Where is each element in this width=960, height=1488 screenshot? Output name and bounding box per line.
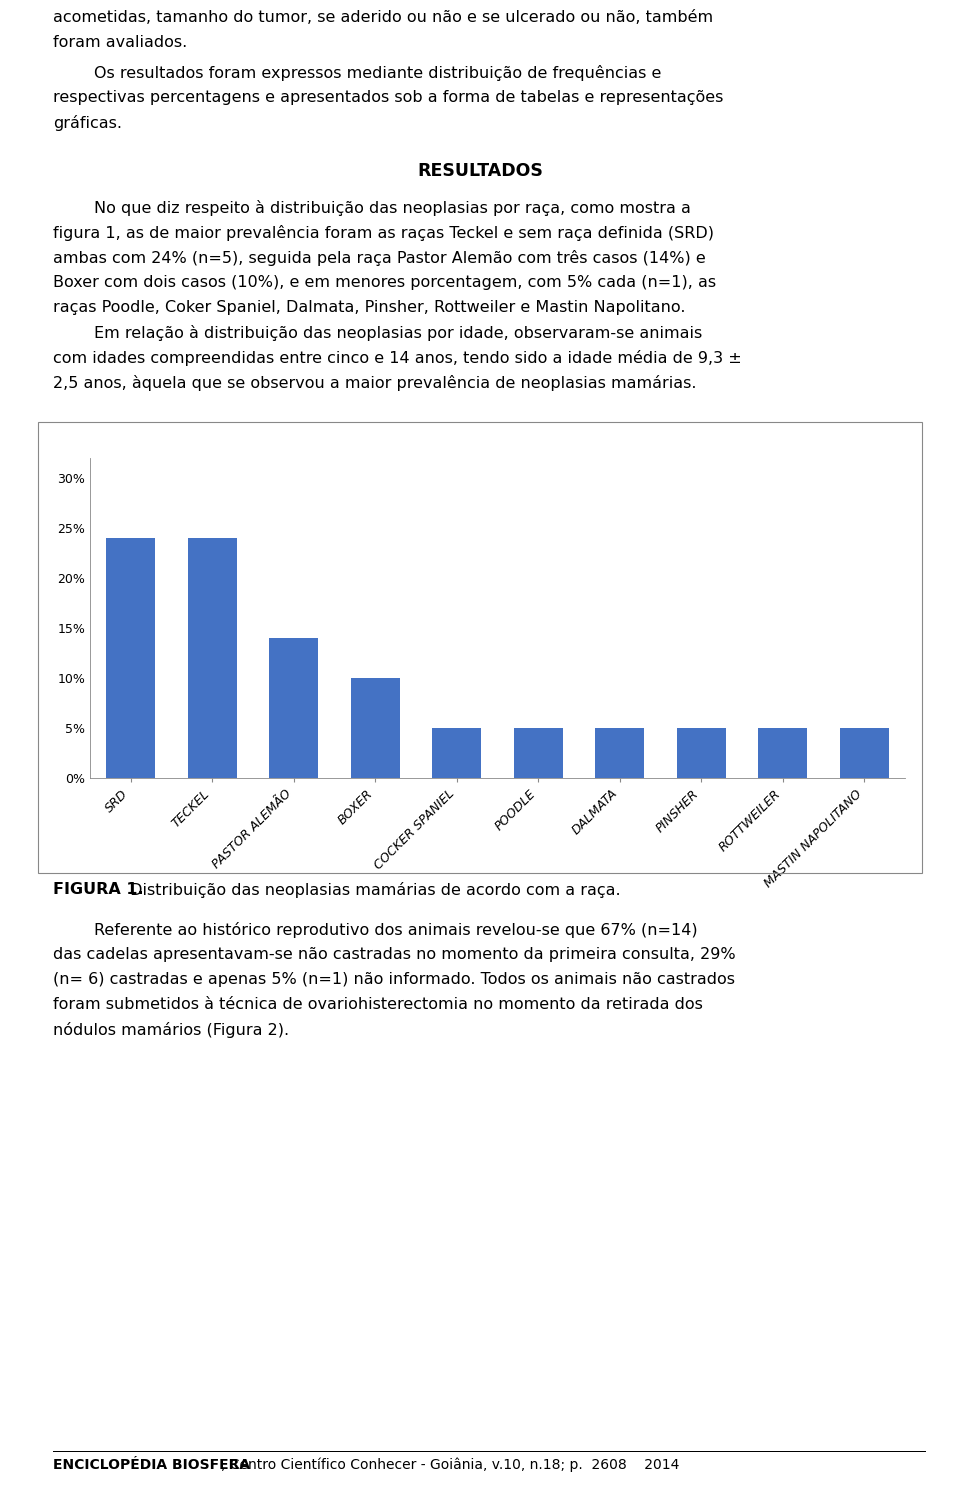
Bar: [677, 728, 726, 778]
Bar: [432, 728, 481, 778]
Text: com idades compreendidas entre cinco e 14 anos, tendo sido a idade média de 9,3 : com idades compreendidas entre cinco e 1…: [53, 350, 741, 366]
Text: , Centro Científico Conhecer - Goiânia, v.10, n.18; p.  2608    2014: , Centro Científico Conhecer - Goiânia, …: [221, 1458, 679, 1473]
Text: Em relação à distribuição das neoplasias por idade, observaram-se animais: Em relação à distribuição das neoplasias…: [53, 324, 702, 341]
Text: nódulos mamários (Figura 2).: nódulos mamários (Figura 2).: [53, 1022, 289, 1039]
Text: respectivas percentagens e apresentados sob a forma de tabelas e representações: respectivas percentagens e apresentados …: [53, 89, 723, 106]
Bar: [514, 728, 563, 778]
Text: foram submetidos à técnica de ovariohisterectomia no momento da retirada dos: foram submetidos à técnica de ovariohist…: [53, 997, 703, 1012]
Text: foram avaliados.: foram avaliados.: [53, 36, 187, 51]
Bar: [188, 539, 237, 778]
Bar: [270, 638, 318, 778]
Text: Distribuição das neoplasias mamárias de acordo com a raça.: Distribuição das neoplasias mamárias de …: [125, 882, 620, 897]
Text: figura 1, as de maior prevalência foram as raças Teckel e sem raça definida (SRD: figura 1, as de maior prevalência foram …: [53, 225, 714, 241]
Text: das cadelas apresentavam-se não castradas no momento da primeira consulta, 29%: das cadelas apresentavam-se não castrada…: [53, 946, 735, 963]
Text: FIGURA 1.: FIGURA 1.: [53, 882, 143, 897]
Bar: [107, 539, 156, 778]
Bar: [840, 728, 889, 778]
Text: gráficas.: gráficas.: [53, 115, 122, 131]
Text: 2,5 anos, àquela que se observou a maior prevalência de neoplasias mamárias.: 2,5 anos, àquela que se observou a maior…: [53, 375, 696, 391]
Text: ENCICLOPÉDIA BIOSFERA: ENCICLOPÉDIA BIOSFERA: [53, 1458, 250, 1472]
Text: (n= 6) castradas e apenas 5% (n=1) não informado. Todos os animais não castrados: (n= 6) castradas e apenas 5% (n=1) não i…: [53, 972, 734, 987]
Text: Os resultados foram expressos mediante distribuição de frequências e: Os resultados foram expressos mediante d…: [53, 65, 661, 80]
Text: Referente ao histórico reprodutivo dos animais revelou-se que 67% (n=14): Referente ao histórico reprodutivo dos a…: [53, 923, 697, 937]
Text: RESULTADOS: RESULTADOS: [417, 162, 543, 180]
Text: No que diz respeito à distribuição das neoplasias por raça, como mostra a: No que diz respeito à distribuição das n…: [53, 199, 690, 216]
Bar: [350, 679, 399, 778]
Bar: [758, 728, 807, 778]
Bar: [595, 728, 644, 778]
Text: raças Poodle, Coker Spaniel, Dalmata, Pinsher, Rottweiler e Mastin Napolitano.: raças Poodle, Coker Spaniel, Dalmata, Pi…: [53, 301, 685, 315]
Text: ambas com 24% (n=5), seguida pela raça Pastor Alemão com três casos (14%) e: ambas com 24% (n=5), seguida pela raça P…: [53, 250, 706, 266]
Text: Boxer com dois casos (10%), e em menores porcentagem, com 5% cada (n=1), as: Boxer com dois casos (10%), e em menores…: [53, 275, 716, 290]
Text: acometidas, tamanho do tumor, se aderido ou não e se ulcerado ou não, também: acometidas, tamanho do tumor, se aderido…: [53, 10, 713, 25]
